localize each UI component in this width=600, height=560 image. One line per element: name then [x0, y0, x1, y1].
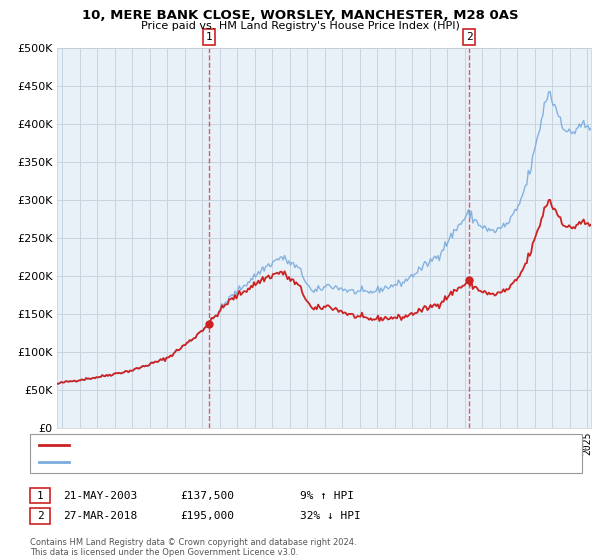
Text: 10, MERE BANK CLOSE, WORSLEY, MANCHESTER, M28 0AS (detached house): 10, MERE BANK CLOSE, WORSLEY, MANCHESTER…	[75, 440, 459, 450]
Text: 21-MAY-2003: 21-MAY-2003	[63, 491, 137, 501]
Text: 27-MAR-2018: 27-MAR-2018	[63, 511, 137, 521]
Text: 32% ↓ HPI: 32% ↓ HPI	[300, 511, 361, 521]
Text: Contains HM Land Registry data © Crown copyright and database right 2024.
This d: Contains HM Land Registry data © Crown c…	[30, 538, 356, 557]
Text: 10, MERE BANK CLOSE, WORSLEY, MANCHESTER, M28 0AS: 10, MERE BANK CLOSE, WORSLEY, MANCHESTER…	[82, 9, 518, 22]
Text: 1: 1	[37, 491, 44, 501]
Text: 1: 1	[206, 32, 212, 42]
Text: 2: 2	[37, 511, 44, 521]
Text: £195,000: £195,000	[180, 511, 234, 521]
Text: 9% ↑ HPI: 9% ↑ HPI	[300, 491, 354, 501]
Text: 2: 2	[466, 32, 473, 42]
Text: HPI: Average price, detached house, Salford: HPI: Average price, detached house, Salf…	[75, 457, 295, 467]
Text: Price paid vs. HM Land Registry's House Price Index (HPI): Price paid vs. HM Land Registry's House …	[140, 21, 460, 31]
Text: £137,500: £137,500	[180, 491, 234, 501]
